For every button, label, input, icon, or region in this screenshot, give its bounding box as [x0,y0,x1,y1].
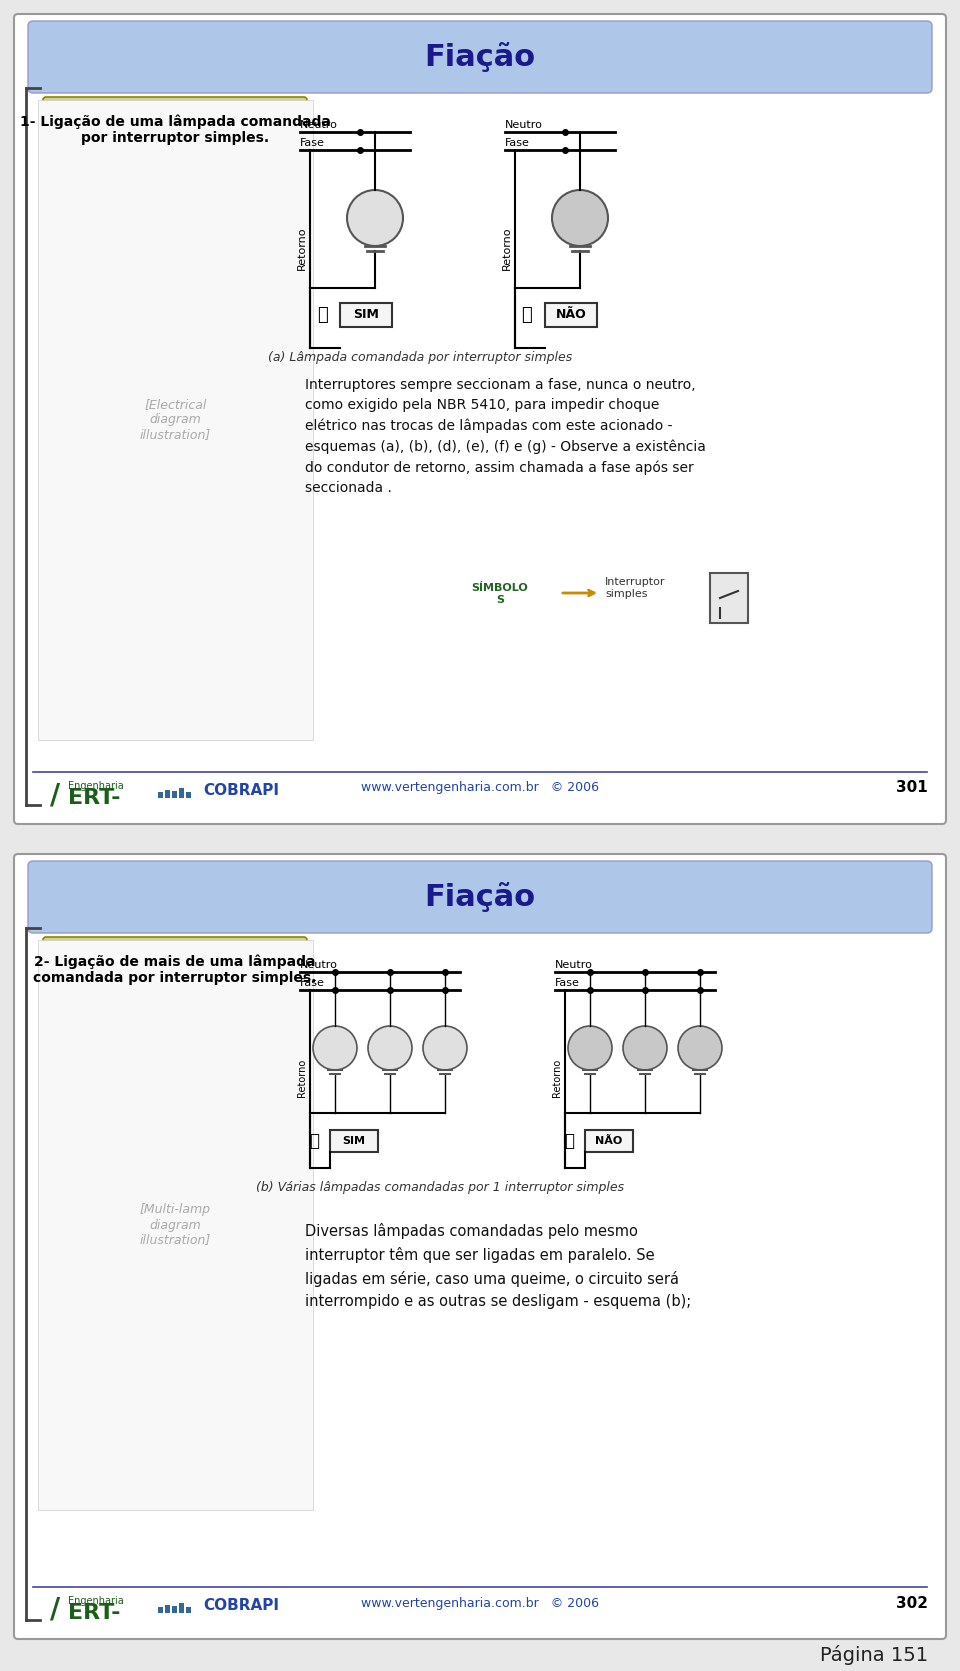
Bar [172,1606,177,1613]
Text: SIM: SIM [353,309,379,321]
Bar [179,1602,184,1613]
Text: /: / [50,1596,60,1624]
Text: Interruptor
simples: Interruptor simples [605,576,665,598]
Text: Engenharia: Engenharia [68,1596,124,1606]
Text: (a) Lâmpada comandada por interruptor simples: (a) Lâmpada comandada por interruptor si… [268,351,572,364]
Text: 1- Ligação de uma lâmpada comandada
por interruptor simples.: 1- Ligação de uma lâmpada comandada por … [19,115,330,145]
Bar [186,1608,191,1613]
Text: Retorno: Retorno [297,1059,307,1098]
Circle shape [568,1026,612,1069]
Text: Diversas lâmpadas comandadas pelo mesmo
interruptor têm que ser ligadas em paral: Diversas lâmpadas comandadas pelo mesmo … [305,1223,691,1308]
Text: (b) Várias lâmpadas comandadas por 1 interruptor simples: (b) Várias lâmpadas comandadas por 1 int… [256,1181,624,1195]
Text: [Multi-lamp
diagram
illustration]: [Multi-lamp diagram illustration] [140,1203,211,1247]
Bar [179,789,184,799]
Text: Neutro: Neutro [505,120,542,130]
Text: /: / [50,780,60,809]
Text: Fase: Fase [300,978,324,988]
Text: Fase: Fase [505,139,530,149]
Text: Neutro: Neutro [300,961,338,969]
Circle shape [368,1026,412,1069]
Text: Interruptores sempre seccionam a fase, nunca o neutro,
como exigido pela NBR 541: Interruptores sempre seccionam a fase, n… [305,378,706,495]
Circle shape [623,1026,667,1069]
Text: Retorno: Retorno [552,1059,562,1098]
Circle shape [678,1026,722,1069]
Bar [172,790,177,799]
Text: SÍMBOLO
S: SÍMBOLO S [471,583,528,605]
Bar [710,573,748,623]
Text: Neutro: Neutro [555,961,593,969]
Text: ERT-: ERT- [68,1602,121,1623]
Text: NÃO: NÃO [556,309,587,321]
Circle shape [347,190,403,246]
Circle shape [552,190,608,246]
Bar [340,302,392,328]
Text: 👎: 👎 [521,306,533,324]
Text: 301: 301 [896,780,928,795]
Text: NÃO: NÃO [595,1136,623,1146]
Text: Engenharia: Engenharia [68,780,124,790]
Text: www.vertengenharia.com.br   © 2006: www.vertengenharia.com.br © 2006 [361,1596,599,1609]
Bar [38,100,313,740]
Text: Retorno: Retorno [297,226,307,269]
Text: 👍: 👍 [309,1131,319,1150]
Text: SIM: SIM [343,1136,366,1146]
Text: 2- Ligação de mais de uma lâmpada
comandada por interruptor simples.: 2- Ligação de mais de uma lâmpada comand… [34,954,317,986]
Bar [165,1604,170,1613]
FancyBboxPatch shape [14,854,946,1639]
Text: Neutro: Neutro [300,120,338,130]
Text: COBRAPI: COBRAPI [203,784,279,799]
Text: 👎: 👎 [564,1131,574,1150]
FancyBboxPatch shape [43,97,307,164]
Bar [38,941,313,1511]
Text: 👍: 👍 [317,306,327,324]
Bar [545,302,597,328]
Text: COBRAPI: COBRAPI [203,1597,279,1613]
Text: Fase: Fase [555,978,580,988]
Text: Fiação: Fiação [424,882,536,912]
Text: Fase: Fase [300,139,324,149]
Bar [585,1130,633,1151]
Bar [158,1608,163,1613]
Bar [186,792,191,799]
FancyBboxPatch shape [28,861,932,932]
FancyBboxPatch shape [28,22,932,94]
Bar [158,792,163,799]
Bar [330,1130,378,1151]
Bar [165,790,170,799]
Text: Fiação: Fiação [424,42,536,72]
FancyBboxPatch shape [43,937,307,1003]
Text: 302: 302 [896,1596,928,1611]
Text: Retorno: Retorno [502,226,512,269]
Text: www.vertengenharia.com.br   © 2006: www.vertengenharia.com.br © 2006 [361,782,599,794]
FancyBboxPatch shape [14,13,946,824]
Text: [Electrical
diagram
illustration]: [Electrical diagram illustration] [140,398,211,441]
Circle shape [313,1026,357,1069]
Text: Página 151: Página 151 [820,1644,928,1664]
Circle shape [423,1026,467,1069]
Text: ERT-: ERT- [68,789,121,809]
